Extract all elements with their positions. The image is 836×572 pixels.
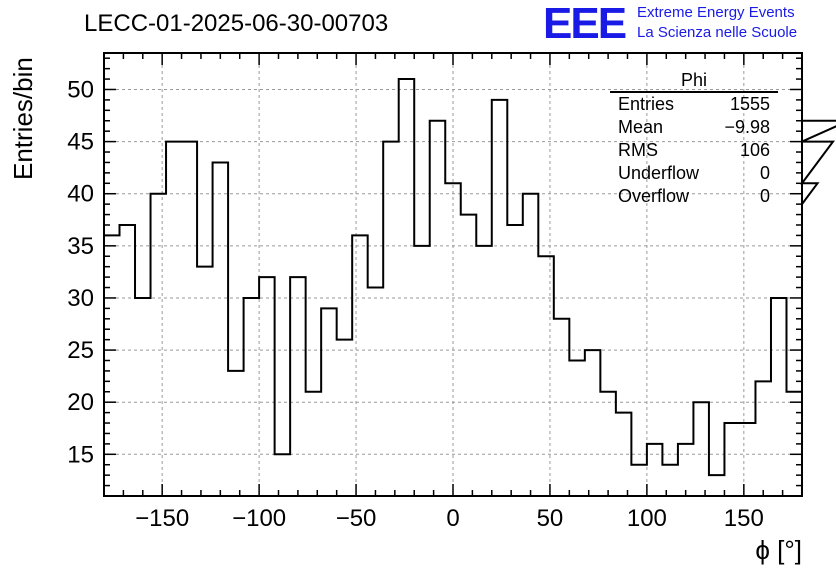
x-tick-label: 50 <box>537 505 564 532</box>
y-axis-label: Entries/bin <box>8 57 38 180</box>
x-tick-label: −50 <box>336 505 377 532</box>
y-axis: 15 20 25 30 35 40 45 50 <box>67 57 802 487</box>
stats-title: Phi <box>610 70 778 93</box>
histogram-step-line <box>103 78 836 496</box>
stats-row-mean: Mean −9.98 <box>610 116 778 139</box>
stats-label: Underflow <box>618 163 700 183</box>
y-tick-label: 45 <box>67 129 94 156</box>
stats-value: 0 <box>759 163 770 183</box>
x-axis-label: ϕ [°] <box>755 535 802 565</box>
plot-title: LECC-01-2025-06-30-00703 <box>84 10 389 37</box>
x-tick-label: 150 <box>724 505 764 532</box>
x-axis: −150 −100 −50 0 50 100 150 <box>103 53 803 532</box>
y-tick-label: 25 <box>67 337 94 364</box>
stats-row-entries: Entries 1555 <box>610 93 778 116</box>
stats-value: −9.98 <box>724 117 770 137</box>
stats-row-overflow: Overflow 0 <box>610 185 778 208</box>
eee-logo: EEE <box>543 0 627 48</box>
x-tick-label: −150 <box>135 505 189 532</box>
x-tick-label: 100 <box>627 505 667 532</box>
stats-label: Entries <box>618 94 675 114</box>
grid-lines <box>104 53 802 496</box>
x-tick-label: −100 <box>232 505 286 532</box>
stats-label: RMS <box>618 140 658 160</box>
stats-row-underflow: Underflow 0 <box>610 162 778 185</box>
logo-line-1: Extreme Energy Events <box>637 4 795 21</box>
stats-box: Phi Entries 1555 Mean −9.98 RMS 106 Unde… <box>610 70 778 208</box>
y-tick-label: 35 <box>67 233 94 260</box>
y-tick-label: 30 <box>67 285 94 312</box>
y-tick-label: 20 <box>67 389 94 416</box>
stats-value: 0 <box>759 186 770 206</box>
y-tick-label: 50 <box>67 76 94 103</box>
x-tick-label: 0 <box>446 505 459 532</box>
stats-label: Mean <box>618 117 664 137</box>
y-tick-label: 40 <box>67 181 94 208</box>
y-tick-label: 15 <box>67 441 94 468</box>
logo-line-2: La Scienza nelle Scuole <box>637 24 798 41</box>
stats-value: 106 <box>739 140 770 160</box>
stats-value: 1555 <box>729 94 770 114</box>
stats-row-rms: RMS 106 <box>610 139 778 162</box>
stats-label: Overflow <box>618 186 690 206</box>
